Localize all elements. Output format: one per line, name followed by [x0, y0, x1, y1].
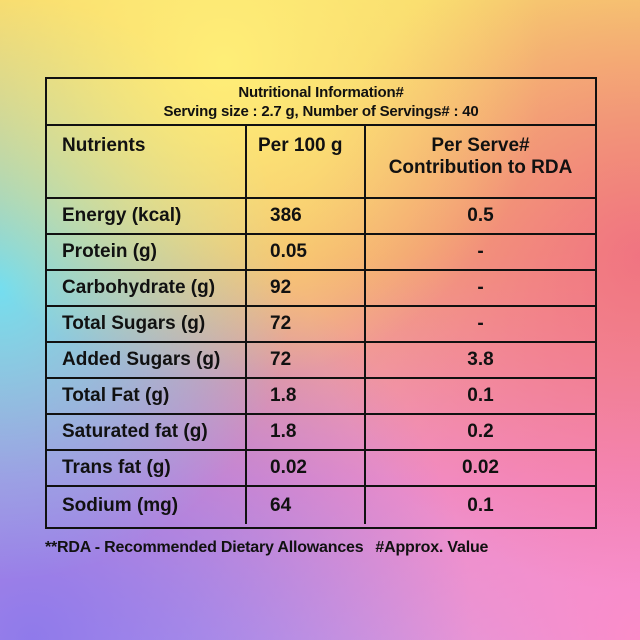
per-serve-value: - [477, 241, 484, 262]
per-100g-value: 72 [247, 307, 366, 341]
nutrient-name: Protein (g) [47, 235, 247, 269]
per-serve-value: 0.2 [467, 421, 494, 442]
nutrient-name: Total Fat (g) [47, 379, 247, 413]
nutrient-name: Added Sugars (g) [47, 343, 247, 377]
table-header: Nutritional Information# Serving size : … [47, 79, 595, 126]
column-header-per-serve-line1: Per Serve# [431, 135, 530, 156]
per-100g-value: 0.02 [247, 451, 366, 485]
per-100g-value: 386 [247, 199, 366, 233]
column-header-per-serve: Per Serve# Contribution to RDA [366, 126, 595, 197]
nutrient-name: Carbohydrate (g) [47, 271, 247, 305]
table-row: Total Fat (g) 1.8 0.1 [47, 379, 595, 415]
per-100g-value: 92 [247, 271, 366, 305]
per-100g-value: 0.05 [247, 235, 366, 269]
per-serve-value: 0.02 [462, 457, 499, 478]
per-100g-value: 1.8 [247, 415, 366, 449]
column-header-per-serve-line2: Contribution to RDA [388, 157, 573, 178]
nutrient-name: Energy (kcal) [47, 199, 247, 233]
table-row: Added Sugars (g) 72 3.8 [47, 343, 595, 379]
column-header-nutrients: Nutrients [47, 126, 247, 197]
serving-info: Serving size : 2.7 g, Number of Servings… [163, 102, 479, 120]
footnote-approx: #Approx. Value [375, 539, 489, 556]
nutrient-name: Sodium (mg) [47, 487, 247, 524]
table-row: Saturated fat (g) 1.8 0.2 [47, 415, 595, 451]
column-header-row: Nutrients Per 100 g Per Serve# Contribut… [47, 126, 595, 199]
per-serve-value: 3.8 [467, 349, 494, 370]
table-title: Nutritional Information# [238, 83, 404, 101]
per-serve-value: - [477, 277, 484, 298]
table-row: Trans fat (g) 0.02 0.02 [47, 451, 595, 487]
table-row: Protein (g) 0.05 - [47, 235, 595, 271]
table-row: Sodium (mg) 64 0.1 [47, 487, 595, 524]
table-row: Energy (kcal) 386 0.5 [47, 199, 595, 235]
table-body: Energy (kcal) 386 0.5 Protein (g) 0.05- Carbo… [47, 199, 595, 527]
nutrient-name: Saturated fat (g) [47, 415, 247, 449]
per-serve-value: 0.5 [467, 205, 494, 226]
footnote-rda: **RDA - Recommended Dietary Allowances [45, 539, 364, 556]
table-row: Carbohydrate (g) 92 - [47, 271, 595, 307]
per-100g-value: 72 [247, 343, 366, 377]
per-100g-value: 1.8 [247, 379, 366, 413]
per-serve-value: 0.1 [467, 494, 494, 516]
column-header-per-100g: Per 100 g [247, 126, 366, 197]
nutrition-table: Nutritional Information# Serving size : … [45, 77, 597, 529]
nutrient-name: Trans fat (g) [47, 451, 247, 485]
per-serve-value: 0.1 [467, 385, 494, 406]
nutrient-name: Total Sugars (g) [47, 307, 247, 341]
per-serve-value: - [477, 313, 484, 334]
footnote: **RDA - Recommended Dietary Allowances #A… [45, 539, 605, 557]
table-row: Total Sugars (g) 72 - [47, 307, 595, 343]
per-100g-value: 64 [247, 487, 366, 524]
